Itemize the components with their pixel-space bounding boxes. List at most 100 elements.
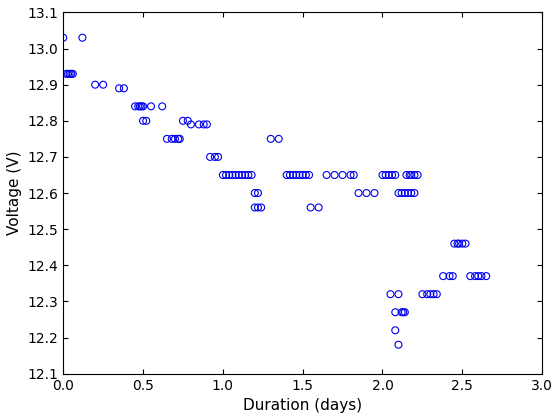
Point bbox=[218, 172, 227, 178]
Point bbox=[65, 71, 74, 77]
Point bbox=[418, 291, 427, 297]
Point bbox=[448, 273, 457, 279]
Point bbox=[306, 204, 315, 211]
Point bbox=[241, 172, 250, 178]
Point bbox=[381, 172, 390, 178]
Point bbox=[388, 172, 396, 178]
Point bbox=[134, 103, 143, 110]
Point bbox=[482, 273, 491, 279]
Point bbox=[455, 240, 464, 247]
Point bbox=[410, 172, 419, 178]
Point bbox=[474, 273, 483, 279]
Point bbox=[450, 240, 459, 247]
Point bbox=[59, 34, 68, 41]
Point bbox=[250, 190, 259, 197]
Point bbox=[211, 154, 220, 160]
Point bbox=[429, 291, 438, 297]
Point bbox=[63, 71, 72, 77]
Point bbox=[391, 309, 400, 315]
Point bbox=[202, 121, 211, 128]
Point bbox=[346, 172, 355, 178]
Point bbox=[231, 172, 240, 178]
Point bbox=[330, 172, 339, 178]
Point bbox=[147, 103, 156, 110]
Point bbox=[194, 121, 203, 128]
Point bbox=[78, 34, 87, 41]
Point bbox=[370, 190, 379, 197]
Point bbox=[470, 273, 479, 279]
Point bbox=[404, 190, 413, 197]
Point bbox=[142, 118, 151, 124]
Point bbox=[298, 172, 307, 178]
Point bbox=[410, 190, 419, 197]
Point bbox=[170, 136, 179, 142]
Point bbox=[445, 273, 454, 279]
Point bbox=[206, 154, 214, 160]
Point bbox=[137, 103, 146, 110]
Point bbox=[305, 172, 314, 178]
Point bbox=[250, 204, 259, 211]
Point bbox=[349, 172, 358, 178]
Point bbox=[138, 118, 147, 124]
Point bbox=[386, 291, 395, 297]
Point bbox=[397, 190, 406, 197]
Point bbox=[119, 85, 128, 92]
Point bbox=[183, 118, 192, 124]
Point bbox=[225, 172, 234, 178]
Point bbox=[288, 172, 297, 178]
Point bbox=[453, 240, 462, 247]
Point bbox=[199, 121, 208, 128]
Point bbox=[394, 341, 403, 348]
Point bbox=[384, 172, 393, 178]
Point bbox=[222, 172, 231, 178]
Point bbox=[213, 154, 222, 160]
Point bbox=[254, 190, 263, 197]
Point bbox=[394, 190, 403, 197]
Point bbox=[438, 273, 447, 279]
Point bbox=[130, 103, 139, 110]
Point bbox=[138, 103, 147, 110]
Point bbox=[67, 71, 76, 77]
Point bbox=[162, 136, 171, 142]
Point bbox=[91, 81, 100, 88]
Point bbox=[301, 172, 310, 178]
Point bbox=[432, 291, 441, 297]
Point bbox=[400, 190, 409, 197]
Point bbox=[282, 172, 291, 178]
Point bbox=[402, 172, 411, 178]
Point bbox=[115, 85, 124, 92]
Point bbox=[158, 103, 167, 110]
Point bbox=[244, 172, 253, 178]
Point bbox=[399, 309, 408, 315]
Point bbox=[314, 204, 323, 211]
Point bbox=[407, 190, 416, 197]
Point bbox=[99, 81, 108, 88]
X-axis label: Duration (days): Duration (days) bbox=[243, 398, 362, 413]
Point bbox=[397, 309, 406, 315]
Y-axis label: Voltage (V): Voltage (V) bbox=[7, 151, 22, 235]
Point bbox=[295, 172, 304, 178]
Point bbox=[266, 136, 275, 142]
Point bbox=[179, 118, 188, 124]
Point bbox=[405, 172, 414, 178]
Point bbox=[136, 103, 144, 110]
Point bbox=[362, 190, 371, 197]
Point bbox=[274, 136, 283, 142]
Point bbox=[234, 172, 243, 178]
Point bbox=[237, 172, 246, 178]
Point bbox=[62, 71, 71, 77]
Point bbox=[256, 204, 265, 211]
Point bbox=[186, 121, 195, 128]
Point bbox=[322, 172, 331, 178]
Point bbox=[228, 172, 237, 178]
Point bbox=[167, 136, 176, 142]
Point bbox=[68, 71, 77, 77]
Point bbox=[338, 172, 347, 178]
Point bbox=[466, 273, 475, 279]
Point bbox=[247, 172, 256, 178]
Point bbox=[423, 291, 432, 297]
Point bbox=[477, 273, 486, 279]
Point bbox=[378, 172, 387, 178]
Point bbox=[354, 190, 363, 197]
Point bbox=[286, 172, 295, 178]
